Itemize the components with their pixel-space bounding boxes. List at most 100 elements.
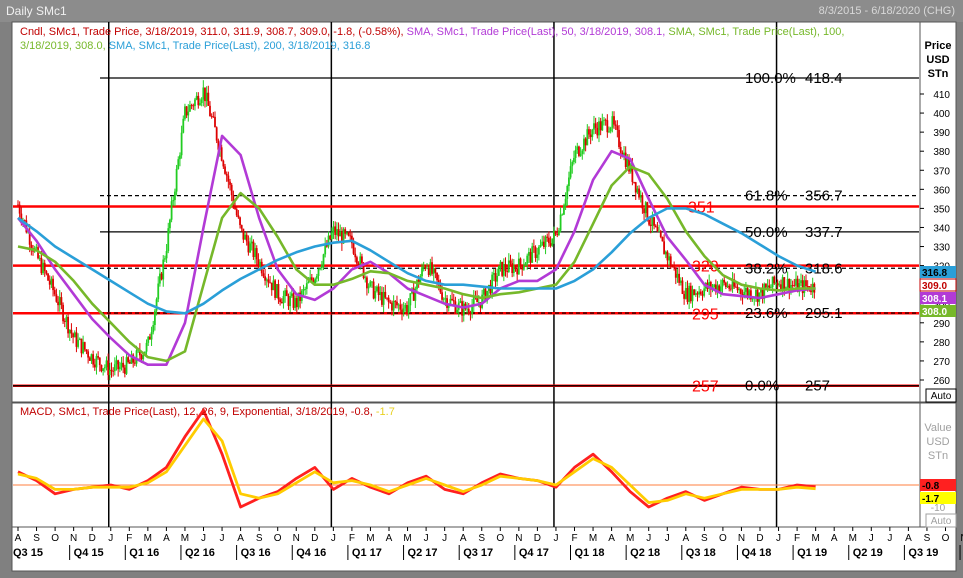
candle-body — [546, 236, 549, 238]
candle-body — [280, 301, 283, 304]
month-label: A — [831, 533, 838, 544]
price-panel[interactable] — [11, 21, 921, 403]
macd-value-tag — [920, 479, 956, 491]
candle-body — [150, 332, 153, 340]
month-label: J — [108, 533, 113, 544]
macd-axis-title-unit: STn — [928, 450, 948, 462]
candle-body — [512, 265, 515, 274]
month-label: D — [756, 533, 763, 544]
candle-body — [20, 213, 23, 222]
month-label: J — [220, 533, 225, 544]
month-label: D — [311, 533, 318, 544]
candle-body — [671, 266, 674, 268]
candle-body — [92, 354, 95, 365]
candle-body — [709, 282, 712, 290]
time-axis-panel — [11, 526, 957, 572]
candle-body — [805, 280, 807, 287]
price-auto-button[interactable] — [925, 388, 957, 403]
candle-body — [95, 356, 98, 368]
candle-body — [628, 158, 630, 172]
candle-body — [462, 303, 465, 316]
candle-body — [172, 199, 175, 202]
month-label: J — [665, 533, 670, 544]
candle-body — [290, 293, 293, 297]
macd-axis-panel[interactable] — [919, 402, 957, 528]
candle-body — [63, 321, 66, 323]
price-axis-title-currency: USD — [926, 54, 949, 66]
candle-body — [668, 256, 671, 261]
candle-body — [484, 288, 487, 302]
candle-body — [791, 285, 794, 286]
candle-body — [242, 228, 245, 240]
candle-body — [466, 308, 468, 310]
candle-body — [222, 160, 225, 167]
candle-body — [239, 217, 241, 226]
date-range: 8/3/2015 - 6/18/2020 (CHG) — [818, 5, 955, 17]
legend-entry: -1.7 — [373, 406, 395, 418]
candle-body — [42, 262, 44, 274]
candle-body — [563, 205, 565, 215]
candle-body — [548, 237, 550, 244]
candle-body — [391, 302, 393, 311]
month-label: J — [331, 533, 336, 544]
month-label: J — [424, 533, 429, 544]
candle-body — [169, 219, 171, 229]
candle-body — [653, 217, 655, 226]
candle-body — [664, 251, 667, 255]
macd-auto-button[interactable] — [925, 513, 957, 528]
candle-body — [167, 228, 170, 252]
candle-body — [641, 195, 644, 209]
candle-body — [48, 280, 51, 285]
candle-body — [182, 118, 185, 133]
candle-body — [284, 290, 287, 297]
candle-body — [579, 153, 582, 156]
candle-body — [409, 293, 412, 306]
candle-body — [419, 276, 422, 284]
candle-body — [80, 338, 83, 354]
candle-body — [297, 292, 300, 308]
candle-body — [53, 290, 56, 295]
quarter-label: Q4 15 — [74, 547, 104, 559]
candle-body — [75, 332, 78, 347]
candle-body — [125, 357, 128, 374]
candle-body — [184, 106, 186, 119]
candle-body — [502, 264, 505, 276]
month-label: A — [682, 533, 689, 544]
candle-body — [185, 106, 188, 116]
candle-body — [412, 288, 415, 301]
quarter-label: Q2 18 — [630, 547, 660, 559]
candle-body — [259, 261, 261, 267]
candle-body — [524, 263, 527, 266]
candle-body — [773, 276, 776, 284]
candle-body — [800, 280, 802, 284]
candle-body — [452, 300, 455, 302]
candle-body — [40, 257, 43, 274]
candle-body — [18, 204, 21, 214]
candle-body — [656, 226, 659, 232]
candle-body — [558, 230, 560, 235]
candle-body — [332, 226, 335, 233]
quarter-label: Q2 16 — [185, 547, 215, 559]
candle-body — [780, 284, 782, 291]
month-label: F — [794, 533, 800, 544]
ma-line-sma-100 — [17, 165, 816, 363]
candle-body — [683, 293, 686, 299]
month-label: A — [608, 533, 615, 544]
candle-body — [347, 232, 350, 236]
candle-body — [294, 298, 297, 308]
candle-body — [162, 259, 165, 280]
candle-body — [688, 285, 691, 302]
macd-value-tag-label: -1.7 — [922, 494, 940, 505]
macd-panel[interactable] — [11, 402, 921, 528]
candle-body — [174, 191, 176, 200]
legend-entry: Cndl, SMc1, Trade Price, 3/18/2019, 311.… — [20, 26, 404, 38]
candle-body — [157, 283, 160, 300]
fib-price-label: 295.1 — [805, 305, 843, 322]
candle-body — [194, 99, 196, 107]
candle-body — [397, 304, 400, 306]
candle-body — [257, 259, 260, 267]
candle-body — [127, 357, 130, 363]
candle-body — [751, 298, 754, 300]
candle-body — [566, 186, 569, 199]
